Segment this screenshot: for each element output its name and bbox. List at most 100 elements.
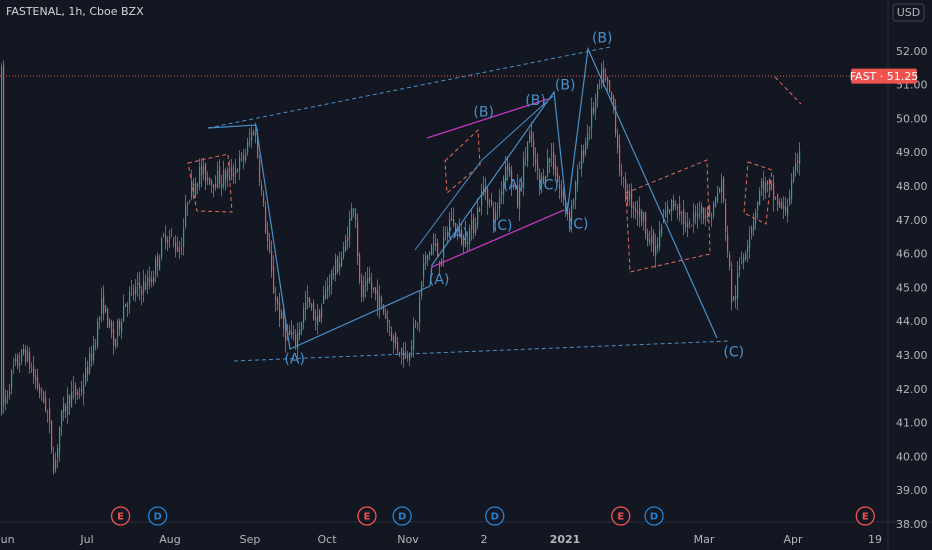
- channel-upper-line: [426, 98, 549, 139]
- dashed-box-aug: [187, 153, 233, 213]
- candle-body: [97, 321, 99, 347]
- candle-body: [151, 279, 153, 283]
- candle-body: [771, 183, 773, 187]
- candle-body: [599, 83, 601, 85]
- dashed-segment-apr: [774, 76, 802, 105]
- candle-body: [227, 172, 229, 178]
- price-tick-label: 39.00: [896, 484, 928, 497]
- candle-body: [29, 352, 31, 369]
- candle-body: [427, 254, 429, 260]
- candle-body: [345, 240, 347, 251]
- price-tick-label: 44.00: [896, 315, 928, 328]
- candle-body: [61, 410, 63, 426]
- currency-button[interactable]: USD: [892, 3, 925, 22]
- candle-body: [527, 141, 529, 162]
- candle-body: [289, 330, 291, 336]
- candle-body: [713, 203, 715, 216]
- candle-body: [479, 209, 481, 212]
- candle-body: [365, 280, 367, 287]
- price-tick-label: 40.00: [896, 450, 928, 463]
- candle-body: [383, 305, 385, 312]
- earnings-marker[interactable]: E: [110, 506, 131, 526]
- candle-body: [613, 96, 615, 107]
- candle-body: [303, 308, 305, 323]
- candle-body: [767, 180, 769, 185]
- candle-body: [283, 310, 285, 329]
- candle-body: [25, 349, 27, 363]
- candle-body: [189, 200, 191, 202]
- wave-label: (B): [592, 30, 613, 46]
- time-axis[interactable]: Jun Jul Aug Sep Oct Nov 2 2021 Mar Apr 19: [0, 533, 882, 546]
- channel-lower-line: [431, 209, 565, 268]
- candle-body: [321, 306, 323, 318]
- price-tick-label: 46.00: [896, 248, 928, 261]
- candle-body: [207, 177, 209, 181]
- candle-body: [681, 211, 683, 214]
- candle-body: [77, 391, 79, 395]
- candle-body: [273, 267, 275, 294]
- candle-body: [369, 277, 371, 282]
- candle-body: [335, 258, 337, 275]
- candle-body: [481, 191, 483, 206]
- candle-body: [367, 278, 369, 283]
- candle-body: [531, 131, 533, 141]
- event-marker-circle: [485, 506, 505, 526]
- event-marker-circle: [644, 506, 664, 526]
- candle-body: [203, 166, 205, 174]
- candle-body: [403, 351, 405, 360]
- candle-body: [247, 141, 249, 153]
- dividend-marker[interactable]: D: [147, 506, 168, 526]
- candle-body: [551, 154, 553, 156]
- candle-body: [271, 251, 273, 271]
- candle-body: [397, 342, 399, 351]
- candle-body: [239, 157, 241, 170]
- candle-body: [337, 257, 339, 272]
- candle-body: [435, 243, 437, 247]
- candle-body: [455, 223, 457, 232]
- candle-body: [225, 170, 227, 181]
- candle-body: [655, 245, 657, 257]
- candle-body: [47, 411, 49, 412]
- time-tick-label: 2021: [550, 533, 581, 546]
- candle-body: [35, 375, 37, 381]
- candle-body: [249, 139, 251, 141]
- price-axis[interactable]: 38.00 39.00 40.00 41.00 42.00 43.00 44.00 45.00…: [896, 45, 928, 531]
- candle-body: [69, 395, 71, 405]
- dividend-marker[interactable]: D: [485, 506, 505, 526]
- candle-body: [295, 334, 297, 346]
- candle-body: [395, 333, 397, 345]
- earnings-marker[interactable]: E: [855, 506, 875, 526]
- candle-body: [601, 69, 603, 82]
- earnings-marker[interactable]: E: [611, 506, 631, 526]
- candle-body: [361, 280, 363, 298]
- dividend-marker[interactable]: D: [644, 506, 664, 526]
- candle-body: [245, 154, 247, 161]
- candle-body: [201, 165, 203, 176]
- candle-body: [33, 366, 35, 377]
- candle-body: [429, 252, 431, 255]
- dividend-marker[interactable]: D: [392, 506, 412, 526]
- candle-body: [269, 241, 271, 253]
- candle-body: [469, 228, 471, 245]
- candle-body: [615, 105, 617, 135]
- candle-body: [183, 228, 185, 247]
- candle-body: [339, 263, 341, 269]
- candle-body: [193, 183, 195, 193]
- candle-body: [519, 184, 521, 210]
- candle-body: [93, 344, 95, 361]
- candle-body: [279, 302, 281, 320]
- earnings-marker[interactable]: E: [357, 506, 377, 526]
- candle-body: [205, 163, 207, 182]
- wave-label: (A): [429, 272, 450, 288]
- candle-body: [537, 161, 539, 170]
- candle-body: [763, 181, 765, 191]
- candle-body: [707, 208, 709, 220]
- wave-label: (C): [568, 216, 589, 232]
- candle-body: [261, 185, 263, 191]
- candle-body: [137, 282, 139, 286]
- candle-body: [229, 168, 231, 171]
- candle-body: [465, 231, 467, 245]
- lower-dashed-trendline: [233, 340, 730, 362]
- candle-body: [251, 132, 253, 141]
